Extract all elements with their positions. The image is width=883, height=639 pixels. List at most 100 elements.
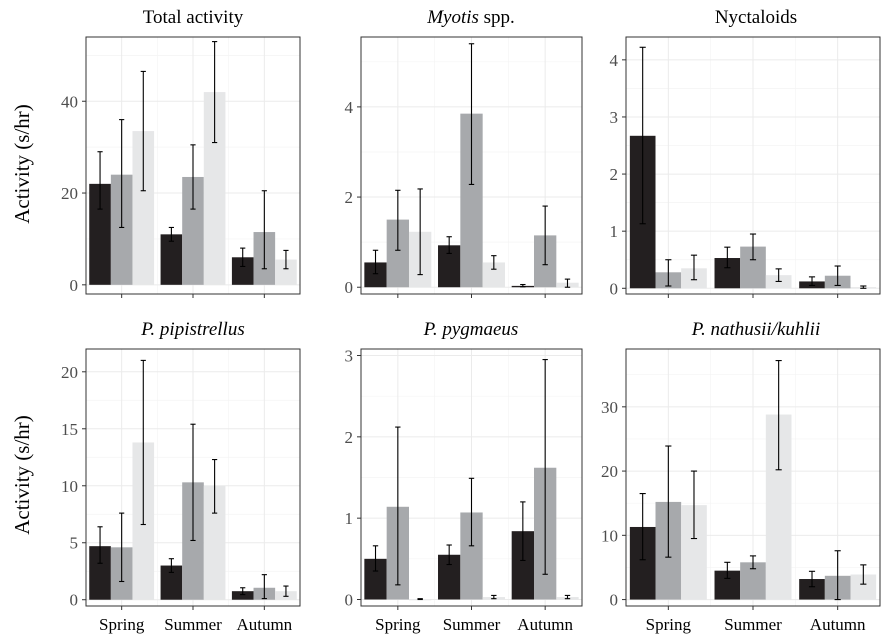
error-bar	[140, 359, 146, 526]
x-tick-label: Autumn	[236, 615, 292, 634]
y-tick-label: 3	[610, 108, 619, 127]
bar	[386, 219, 409, 288]
y-tick-label: 10	[61, 477, 78, 496]
x-tick-label: Spring	[375, 615, 421, 634]
y-tick-label: 2	[345, 188, 354, 207]
error-bar	[564, 278, 571, 288]
error-bar	[372, 545, 379, 572]
error-bar	[261, 190, 267, 270]
y-tick-label: 0	[345, 590, 354, 609]
bar	[460, 512, 483, 600]
y-tick-label: 0	[70, 276, 79, 295]
x-tick-label: Summer	[443, 615, 501, 634]
x-tick-label: Autumn	[810, 615, 866, 634]
error-bar	[749, 555, 757, 570]
bar	[203, 485, 226, 600]
y-tick-label: 1	[345, 509, 354, 528]
bar	[482, 262, 505, 288]
error-bar	[417, 188, 423, 276]
panel-6: 0 10 20 30 Spring Summer Autumn P. nathusii/kuh…	[601, 319, 881, 634]
error-bar	[690, 254, 698, 281]
error-bar	[468, 477, 475, 547]
error-bar	[834, 550, 841, 601]
error-bar	[860, 564, 867, 585]
x-tick-label: Autumn	[517, 615, 573, 634]
error-bar	[665, 259, 672, 287]
y-tick-label: 15	[61, 420, 78, 439]
bar	[364, 262, 387, 288]
error-bar	[119, 119, 125, 229]
error-bar	[542, 359, 548, 575]
bar	[89, 183, 111, 285]
bar	[203, 92, 226, 285]
error-bar	[724, 246, 731, 269]
error-bar	[190, 144, 196, 210]
error-bar	[97, 526, 103, 564]
panel-3: 0 1 2 3 4 Nyctaloids	[610, 7, 881, 298]
error-bar	[520, 501, 526, 562]
bar	[132, 131, 155, 285]
panel-title: Myotis spp.	[426, 7, 515, 28]
error-bar	[860, 285, 867, 289]
y-tick-label: 2	[610, 165, 619, 184]
error-bar	[395, 426, 401, 586]
error-bar	[564, 594, 571, 600]
bar	[364, 558, 387, 600]
panel-2: 0 2 4 Myotis spp.	[345, 7, 583, 298]
panel-title: Nyctaloids	[715, 7, 797, 28]
error-bar	[283, 585, 289, 597]
y-axis-label-top: Activity (s/hr)	[10, 104, 34, 224]
bar	[438, 245, 461, 288]
error-bar	[168, 226, 174, 242]
panel-title: Total activity	[143, 7, 244, 28]
error-bar	[639, 46, 646, 225]
bar	[438, 554, 461, 600]
error-bar	[468, 43, 475, 185]
bar	[231, 257, 254, 285]
error-bar	[119, 512, 125, 583]
bar	[511, 531, 535, 600]
error-bar	[665, 445, 672, 558]
error-bar	[283, 249, 289, 270]
y-tick-label: 40	[61, 92, 78, 111]
y-tick-label: 4	[345, 98, 354, 117]
y-tick-label: 20	[61, 184, 78, 203]
y-tick-label: 3	[345, 347, 354, 366]
x-tick-label: Spring	[99, 615, 145, 634]
error-bar	[491, 255, 497, 270]
bar	[231, 591, 254, 600]
y-tick-label: 5	[70, 534, 79, 553]
error-bar	[140, 70, 146, 192]
y-axis-label-bottom: Activity (s/hr)	[10, 415, 34, 535]
error-bar	[372, 249, 379, 275]
y-tick-label: 30	[601, 398, 618, 417]
error-bar	[240, 247, 246, 268]
error-bar	[808, 570, 816, 588]
error-bar	[168, 558, 174, 573]
error-bar	[690, 470, 698, 540]
y-tick-label: 1	[610, 222, 619, 241]
panel-title: P. nathusii/kuhlii	[691, 319, 820, 340]
y-tick-label: 0	[610, 279, 619, 298]
error-bar	[775, 268, 782, 282]
bar	[799, 579, 825, 600]
panel-title: P. pygmaeus	[423, 319, 519, 340]
panel-5: 0 1 2 3 Spring Summer Autumn P. pygmaeus	[345, 319, 583, 634]
error-bar	[775, 360, 782, 471]
error-bar	[446, 544, 452, 566]
panel-4: 0 5 10 15 20 Spring Summer Autumn P. pipistrellu…	[61, 319, 301, 634]
y-tick-label: 10	[601, 526, 618, 545]
panel-1: 0 20 40 Total activity	[61, 7, 301, 298]
x-tick-label: Spring	[646, 615, 692, 634]
panel-title: P. pipistrellus	[140, 319, 244, 340]
error-bar	[491, 594, 497, 600]
bar	[160, 234, 183, 285]
y-tick-label: 0	[345, 278, 354, 297]
y-tick-label: 20	[601, 462, 618, 481]
error-bar	[97, 151, 103, 210]
y-tick-label: 2	[345, 428, 354, 447]
error-bar	[724, 561, 731, 579]
error-bar	[212, 458, 218, 514]
